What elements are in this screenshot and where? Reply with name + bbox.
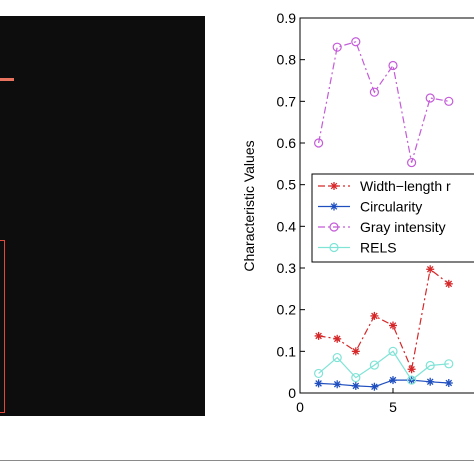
star-stroke bbox=[445, 280, 453, 288]
x-tick-label: 5 bbox=[389, 399, 397, 415]
data-point-circularity bbox=[444, 379, 453, 387]
legend-label-rels: RELS bbox=[360, 240, 397, 256]
data-point-gray-intensity bbox=[407, 157, 417, 168]
series-line-width-length-ratio bbox=[318, 268, 450, 372]
star-stroke bbox=[389, 322, 397, 329]
data-point-width-length-ratio bbox=[407, 365, 416, 374]
data-point-gray-intensity bbox=[444, 96, 454, 106]
star-stroke bbox=[445, 379, 453, 387]
data-point-width-length-ratio bbox=[314, 331, 323, 340]
data-point-circularity bbox=[314, 379, 323, 388]
data-point-width-length-ratio bbox=[370, 311, 379, 320]
data-point-gray-intensity bbox=[369, 87, 379, 97]
star-stroke bbox=[371, 312, 378, 320]
y-tick-label: 0.7 bbox=[277, 93, 297, 109]
data-point-gray-intensity bbox=[351, 37, 361, 47]
image-annotation-mark bbox=[0, 78, 14, 81]
series-line-gray-intensity bbox=[318, 41, 449, 163]
figure-bottom-rule bbox=[0, 460, 474, 461]
y-tick-label: 0.1 bbox=[277, 343, 297, 359]
star-stroke bbox=[330, 182, 338, 190]
y-tick-label: 0.3 bbox=[277, 260, 297, 276]
data-point-gray-intensity bbox=[388, 60, 398, 71]
data-point-circularity bbox=[389, 376, 397, 385]
star-stroke bbox=[352, 382, 360, 390]
data-point-rels bbox=[351, 372, 361, 383]
star-stroke bbox=[371, 383, 378, 391]
star-stroke bbox=[330, 203, 338, 210]
data-point-gray-intensity bbox=[332, 42, 342, 52]
data-point-gray-intensity bbox=[314, 138, 324, 148]
legend-marker-rels bbox=[329, 242, 339, 253]
legend-label-width-length-ratio: Width−length r bbox=[360, 178, 451, 194]
star-stroke bbox=[408, 365, 415, 373]
star-stroke bbox=[426, 378, 434, 386]
data-point-rels bbox=[407, 375, 417, 385]
y-tick-label: 0.6 bbox=[277, 135, 297, 151]
data-point-rels bbox=[314, 368, 324, 379]
y-tick-label: 0.2 bbox=[277, 302, 297, 318]
microscopy-image-panel bbox=[0, 16, 205, 416]
y-tick-label: 0.4 bbox=[277, 218, 297, 234]
series-gray-intensity bbox=[314, 37, 454, 168]
data-point-width-length-ratio bbox=[444, 279, 453, 288]
data-point-width-length-ratio bbox=[389, 321, 397, 330]
data-point-rels bbox=[332, 352, 342, 363]
image-region-outline bbox=[0, 240, 5, 413]
data-point-rels bbox=[425, 360, 435, 371]
y-tick-label: 0.8 bbox=[277, 52, 297, 68]
data-point-rels bbox=[444, 359, 454, 369]
legend-label-gray-intensity: Gray intensity bbox=[360, 219, 446, 235]
x-tick-label: 0 bbox=[296, 399, 304, 415]
legend-marker-gray-intensity bbox=[329, 222, 339, 232]
data-point-circularity bbox=[426, 377, 435, 386]
data-point-rels bbox=[369, 360, 379, 370]
star-stroke bbox=[352, 348, 360, 355]
data-point-rels bbox=[388, 346, 398, 356]
star-stroke bbox=[426, 265, 434, 273]
data-point-width-length-ratio bbox=[426, 265, 435, 274]
series-rels bbox=[314, 346, 454, 385]
series-line-rels bbox=[318, 350, 449, 381]
legend-label-circularity: Circularity bbox=[360, 199, 422, 215]
y-tick-label: 0.5 bbox=[277, 177, 297, 193]
data-point-circularity bbox=[351, 381, 360, 390]
data-point-circularity bbox=[370, 382, 379, 391]
data-point-circularity bbox=[333, 380, 342, 389]
data-point-width-length-ratio bbox=[351, 347, 360, 356]
star-stroke bbox=[315, 332, 322, 340]
y-axis-label: Characteristic Values bbox=[241, 140, 257, 271]
star-stroke bbox=[333, 335, 341, 343]
legend-marker-circularity bbox=[330, 202, 338, 211]
star-stroke bbox=[333, 380, 341, 388]
series-width-length-ratio bbox=[314, 265, 453, 374]
series-circularity bbox=[314, 376, 453, 391]
legend-marker-width-length-ratio bbox=[330, 182, 338, 190]
star-stroke bbox=[315, 380, 322, 387]
y-tick-label: 0 bbox=[288, 385, 296, 401]
star-stroke bbox=[389, 376, 397, 384]
data-point-width-length-ratio bbox=[333, 334, 342, 343]
y-tick-label: 0.9 bbox=[277, 10, 297, 26]
data-point-gray-intensity bbox=[425, 93, 435, 103]
